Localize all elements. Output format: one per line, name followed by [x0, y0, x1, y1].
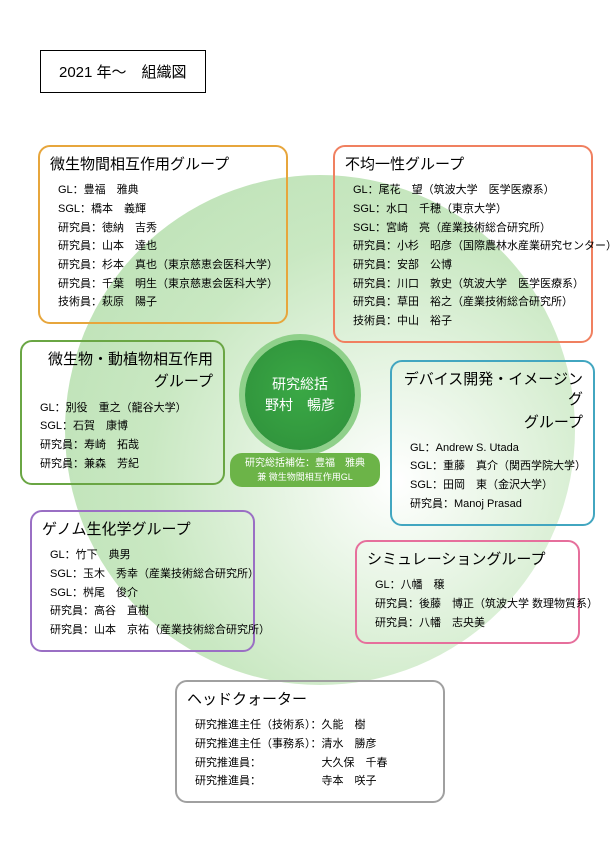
group-member: 研究員：千葉 明生（東京慈恵会医科大学）: [50, 275, 276, 294]
group-g5: ゲノム生化学グループ GL：竹下 典男SGL：玉木 秀幸（産業技術総合研究所）SG…: [30, 510, 255, 652]
group-member: 研究員：山本 京祐（産業技術総合研究所）: [42, 621, 243, 640]
group-member: 技術員：中山 裕子: [345, 312, 581, 331]
group-title: シミュレーショングループ: [367, 550, 568, 570]
group-member: SGL：水口 千穂（東京大学）: [345, 200, 581, 219]
group-member: SGL：橋本 義輝: [50, 200, 276, 219]
group-member: 研究員：後藤 博正（筑波大学 数理物質系）: [367, 595, 568, 614]
group-g4: デバイス開発・イメージンググループ GL：Andrew S. UtadaSGL：重…: [390, 360, 595, 526]
center-label-1: 研究総括: [272, 374, 328, 395]
group-member: GL：尾花 望（筑波大学 医学医療系）: [345, 181, 581, 200]
group-member: SGL：宮崎 亮（産業技術総合研究所）: [345, 219, 581, 238]
group-member: 研究員：草田 裕之（産業技術総合研究所）: [345, 293, 581, 312]
group-title: ヘッドクォーター: [187, 690, 433, 710]
group-member: SGL：重藤 真介（関西学院大学）: [402, 457, 583, 476]
group-title: 微生物・動植物相互作用: [32, 350, 213, 370]
group-g6: シミュレーショングループ GL：八幡 穣研究員：後藤 博正（筑波大学 数理物質系）…: [355, 540, 580, 644]
group-member: 研究員：川口 敦史（筑波大学 医学医療系）: [345, 275, 581, 294]
group-member: SGL：田岡 東（金沢大学）: [402, 476, 583, 495]
group-member: GL：竹下 典男: [42, 546, 243, 565]
group-member: 研究推進員： 寺本 咲子: [187, 772, 433, 791]
center-sub-line2: 兼 微生物間相互作用GL: [236, 471, 374, 483]
group-member: 研究員：杉本 真也（東京慈恵会医科大学）: [50, 256, 276, 275]
group-g1: 微生物間相互作用グループ GL：豊福 雅典SGL：橋本 義輝研究員：徳納 吉秀研究…: [38, 145, 288, 324]
group-member: 研究員：安部 公博: [345, 256, 581, 275]
group-member: 研究員：徳納 吉秀: [50, 219, 276, 238]
center-sub-label: 研究総括補佐：豊福 雅典 兼 微生物間相互作用GL: [230, 453, 380, 487]
group-member: GL：別役 重之（龍谷大学）: [32, 399, 213, 418]
center-label-2: 野村 暢彦: [265, 395, 335, 416]
group-member: 研究員：高谷 直樹: [42, 602, 243, 621]
group-title: グループ: [32, 372, 213, 392]
group-title: デバイス開発・イメージング: [402, 370, 583, 411]
group-member: GL：豊福 雅典: [50, 181, 276, 200]
group-title: 不均一性グループ: [345, 155, 581, 175]
center-director-circle: 研究総括 野村 暢彦: [245, 340, 355, 450]
group-g3: 微生物・動植物相互作用グループ GL：別役 重之（龍谷大学）SGL：石賀 康博研究…: [20, 340, 225, 485]
group-member: SGL：石賀 康博: [32, 417, 213, 436]
group-member: SGL：玉木 秀幸（産業技術総合研究所）: [42, 565, 243, 584]
group-member: SGL：桝尾 俊介: [42, 584, 243, 603]
group-member: 研究員：寿崎 拓哉: [32, 436, 213, 455]
group-member: 研究推進主任（技術系）：久能 樹: [187, 716, 433, 735]
group-member: 研究員：山本 達也: [50, 237, 276, 256]
group-member: GL：八幡 穣: [367, 576, 568, 595]
group-member: GL：Andrew S. Utada: [402, 439, 583, 458]
group-member: 研究員：Manoj Prasad: [402, 495, 583, 514]
group-title: 微生物間相互作用グループ: [50, 155, 276, 175]
group-member: 研究員：兼森 芳紀: [32, 455, 213, 474]
group-member: 研究推進主任（事務系）：清水 勝彦: [187, 735, 433, 754]
group-g2: 不均一性グループ GL：尾花 望（筑波大学 医学医療系）SGL：水口 千穂（東京大…: [333, 145, 593, 343]
group-g7: ヘッドクォーター研究推進主任（技術系）：久能 樹研究推進主任（事務系）：清水 勝…: [175, 680, 445, 803]
group-title: ゲノム生化学グループ: [42, 520, 243, 540]
center-sub-line1: 研究総括補佐：豊福 雅典: [236, 457, 374, 471]
group-member: 研究員：小杉 昭彦（国際農林水産業研究センター）: [345, 237, 581, 256]
group-member: 技術員：萩原 陽子: [50, 293, 276, 312]
group-title: グループ: [402, 413, 583, 433]
group-member: 研究員：八幡 志央美: [367, 614, 568, 633]
group-member: 研究推進員： 大久保 千春: [187, 754, 433, 773]
diagram-title: 2021 年〜 組織図: [40, 50, 206, 93]
